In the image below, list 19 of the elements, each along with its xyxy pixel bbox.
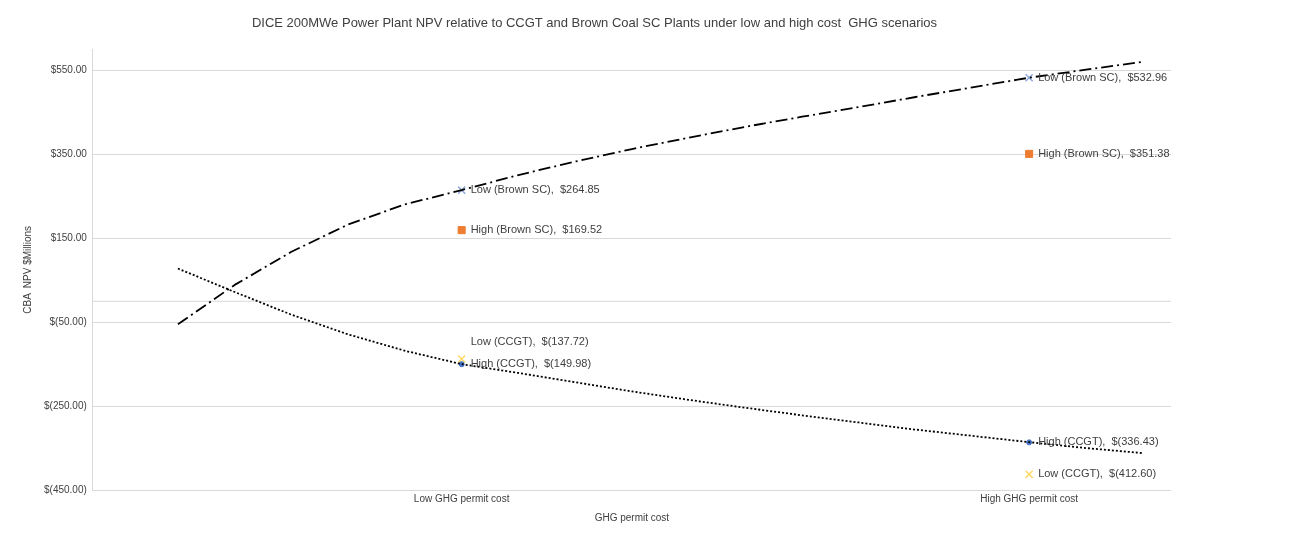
text: High (CCGT), $(336.43) [1038, 435, 1159, 448]
y-tick-label: $(250.00) [44, 399, 87, 411]
y-tick-label: $550.00 [50, 64, 88, 76]
text: Low (CCGT), $(412.60) [1038, 467, 1157, 480]
text: High (Brown SC), $169.52 [470, 223, 603, 236]
x-tick-label: Low GHG permit cost [413, 492, 510, 504]
y-axis-title: CBA NPV $Millions [21, 225, 33, 314]
chart-title: DICE 200MWe Power Plant NPV relative to CCGT and Brown Coal SC Plants under low and high cost GHG scenarios [251, 15, 938, 31]
y-tick-label: $(50.00) [49, 315, 87, 327]
y-tick-label: $350.00 [50, 148, 88, 160]
text: Low (Brown SC), $532.96 [1038, 70, 1168, 83]
y-tick-label: $(450.00) [44, 483, 87, 495]
y-tick-label: $150.00 [50, 232, 88, 244]
text: High (Brown SC), $351.38 [1038, 146, 1170, 159]
x-tick-label: High GHG permit cost [980, 492, 1079, 504]
text: High (CCGT), $(149.98) [470, 357, 592, 370]
text: Low (CCGT), $(137.72) [470, 335, 589, 348]
x-axis-title: GHG permit cost [594, 511, 670, 523]
text: Low (Brown SC), $264.85 [470, 183, 600, 196]
